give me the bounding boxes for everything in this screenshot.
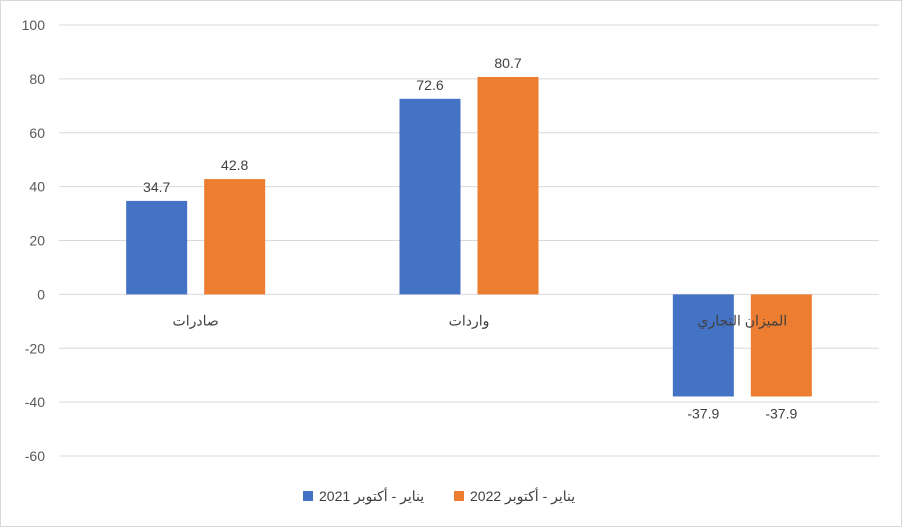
legend-label: يناير - أكتوبر 2021 <box>319 486 424 505</box>
data-label: 72.6 <box>416 77 443 93</box>
data-label: -37.9 <box>687 405 719 421</box>
legend: يناير - أكتوبر 2021 يناير - أكتوبر 2022 <box>303 486 575 505</box>
category-label: واردات <box>449 312 490 329</box>
bar <box>204 179 266 295</box>
bar <box>477 76 539 295</box>
bars <box>126 76 812 397</box>
category-labels: صادرات واردات الميزان التجاري <box>173 312 788 329</box>
y-tick-label: 0 <box>37 286 45 302</box>
data-label: 42.8 <box>221 157 248 173</box>
bar <box>750 294 812 397</box>
y-tick-label: -60 <box>25 448 45 464</box>
y-tick-label: 40 <box>29 179 45 195</box>
y-tick-label: 60 <box>29 125 45 141</box>
bar <box>672 294 734 397</box>
data-label: 80.7 <box>494 55 521 71</box>
data-labels: 34.7 42.8 72.6 80.7 -37.9 -37.9 <box>143 55 797 421</box>
category-label: الميزان التجاري <box>697 312 787 329</box>
bar <box>126 200 188 295</box>
data-label: -37.9 <box>765 405 797 421</box>
y-tick-label: -20 <box>25 340 45 356</box>
y-tick-label: 100 <box>22 17 46 33</box>
y-axis: 100 80 60 40 20 0 -20 -40 -60 <box>22 17 46 464</box>
legend-label: يناير - أكتوبر 2022 <box>470 486 575 505</box>
y-tick-label: -40 <box>25 394 45 410</box>
y-tick-label: 80 <box>29 71 45 87</box>
bar <box>399 98 461 295</box>
data-label: 34.7 <box>143 179 170 195</box>
grid-lines <box>59 24 879 457</box>
legend-swatch <box>454 491 464 501</box>
category-label: صادرات <box>173 312 219 329</box>
legend-swatch <box>303 491 313 501</box>
y-tick-label: 20 <box>29 233 45 249</box>
